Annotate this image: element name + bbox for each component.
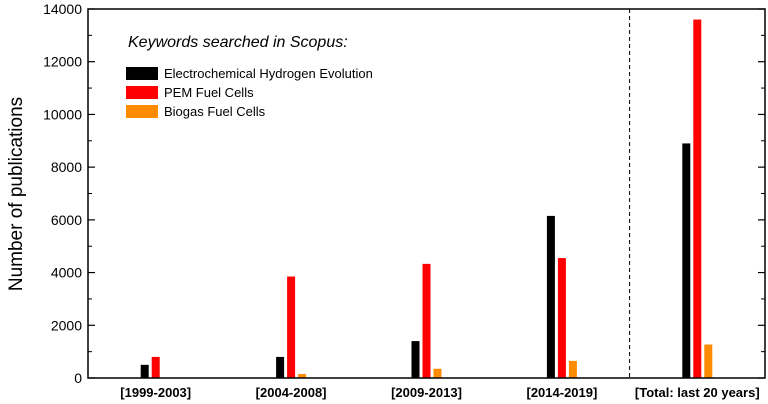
legend-label: Biogas Fuel Cells [164, 104, 266, 119]
x-tick-label: [Total: last 20 years] [635, 385, 760, 400]
x-tick-label: [1999-2003] [120, 385, 191, 400]
y-tick-label: 10000 [43, 106, 82, 122]
y-tick-label: 2000 [51, 317, 82, 333]
bar [298, 374, 307, 378]
y-axis-ticks: 0 2000 4000 6000 8000 10000 12000 14000 [43, 1, 765, 386]
bar [682, 143, 691, 378]
bar [287, 276, 296, 378]
legend-swatch [126, 67, 158, 80]
bar [151, 356, 160, 378]
y-tick-label: 8000 [51, 159, 82, 175]
x-tick-label: [2009-2013] [391, 385, 462, 400]
bar [568, 360, 577, 378]
y-tick-label: 0 [74, 370, 82, 386]
legend-label: Electrochemical Hydrogen Evolution [164, 66, 373, 81]
x-tick-label: [2004-2008] [256, 385, 327, 400]
bar [422, 263, 431, 378]
legend-swatch [126, 86, 158, 99]
x-axis-category-labels: [1999-2003] [2004-2008] [2009-2013] [2014-2… [120, 385, 759, 400]
y-tick-label: 6000 [51, 212, 82, 228]
x-tick-label: [2014-2019] [526, 385, 597, 400]
bar [140, 364, 149, 378]
bar [411, 341, 420, 378]
bar [704, 344, 713, 378]
y-axis-title: Number of publications [6, 97, 27, 291]
bar [693, 19, 702, 379]
bar [276, 356, 285, 378]
plot-frame [87, 8, 766, 379]
y-tick-label: 4000 [51, 265, 82, 281]
bar [433, 368, 442, 378]
legend-swatch [126, 105, 158, 118]
bar [557, 258, 566, 378]
y-tick-label: 12000 [43, 54, 82, 70]
legend: Keywords searched in Scopus: Electrochem… [126, 34, 373, 119]
y-tick-label: 14000 [43, 1, 82, 17]
legend-label: PEM Fuel Cells [164, 85, 254, 100]
legend-title: Keywords searched in Scopus: [128, 34, 348, 51]
bar [546, 215, 555, 378]
bar-group [140, 19, 713, 379]
